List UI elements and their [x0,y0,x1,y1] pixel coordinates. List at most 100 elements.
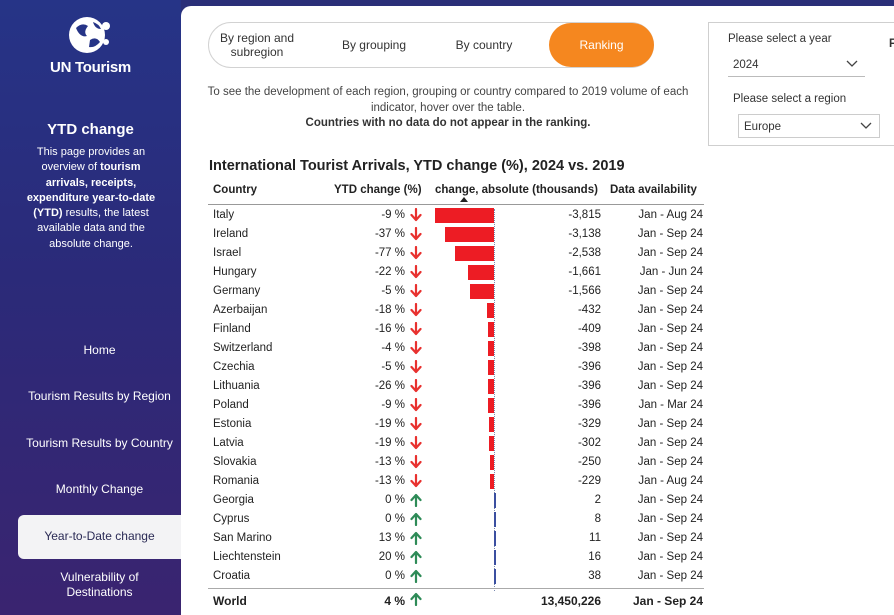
view-tabs: By region and subregion By grouping By cou… [208,22,654,68]
row-abs-change: 11 [589,532,601,544]
row-change-bar [494,512,496,527]
row-country: Croatia [213,570,251,582]
description-part: results, the latest available data and t… [37,207,149,250]
header-abs[interactable]: change, absolute (thousands) [435,184,598,196]
table-row[interactable]: Lithuania -26 % -396 Jan - Sep 24 [208,377,704,396]
row-change-bar [487,379,494,394]
table-row[interactable]: Finland -16 % -409 Jan - Sep 24 [208,320,704,339]
year-select[interactable]: 2024 [728,53,865,77]
row-country: Azerbaijan [213,304,268,316]
table-row[interactable]: Hungary -22 % -1,661 Jan - Jun 24 [208,263,704,282]
row-country: Germany [213,285,261,297]
description-part: This page provides an overview of [36,146,146,174]
un-tourism-logo [0,12,181,78]
region-select-value: Europe [744,121,782,133]
table-row[interactable]: Croatia 0 % 38 Jan - Sep 24 [208,567,704,586]
nav-item-monthly-change[interactable]: Monthly Change [55,482,144,496]
row-data-availability: Jan - Sep 24 [637,361,703,373]
row-data-availability: Jan - Sep 24 [637,380,703,392]
total-ytd: 4 % [384,594,405,608]
down-arrow-icon [409,283,423,301]
header-ytd[interactable]: YTD change (%) [334,184,422,196]
sort-ascending-icon[interactable] [460,197,468,202]
table-row[interactable]: Israel -77 % -2,538 Jan - Sep 24 [208,244,704,263]
table-row[interactable]: Latvia -19 % -302 Jan - Sep 24 [208,434,704,453]
chevron-down-icon [845,55,859,79]
table-row[interactable]: Liechtenstein 20 % 16 Jan - Sep 24 [208,548,704,567]
row-country: Italy [213,209,235,221]
row-ytd-change: 0 % [385,494,405,506]
page-description: This page provides an overview of touris… [22,145,160,252]
total-country: World [213,594,247,608]
up-arrow-icon [409,531,423,548]
row-country: Latvia [213,437,244,449]
header-availability[interactable]: Data availability [610,184,697,196]
table-row[interactable]: Switzerland -4 % -398 Jan - Sep 24 [208,339,704,358]
row-country: Ireland [213,228,249,240]
down-arrow-icon [409,435,423,453]
table-row[interactable]: Romania -13 % -229 Jan - Aug 24 [208,472,704,491]
nav-item-tourism-results-by-region[interactable]: Tourism Results by Region [28,389,171,403]
region-select[interactable]: Europe [738,114,880,138]
nav-item-vulnerability-of-destinations[interactable]: Vulnerability of Destinations [60,570,139,599]
table-header: Country YTD change (%) change, absolute … [208,182,704,205]
table-row[interactable]: San Marino 13 % 11 Jan - Sep 24 [208,529,704,548]
row-country: Finland [213,323,251,335]
nav-item-year-to-date-change[interactable]: Year-to-Date change [18,515,181,559]
row-ytd-change: -77 % [374,247,405,259]
row-ytd-change: -19 % [374,437,405,449]
row-abs-change: 38 [588,570,601,582]
row-ytd-change: -37 % [374,228,405,240]
total-abs: 13,450,226 [540,594,601,608]
down-arrow-icon [409,207,423,225]
row-country: San Marino [213,532,272,544]
row-abs-change: -2,538 [568,247,601,259]
row-abs-change: -396 [577,380,601,392]
tab-by-region-and-subregion[interactable]: By region and subregion [219,31,295,59]
total-row: World 4 % 13,450,226 Jan - Sep 24 [208,588,704,610]
row-change-bar [490,474,494,489]
row-data-availability: Jan - Sep 24 [637,304,703,316]
row-change-bar [487,303,494,318]
row-country: Cyprus [213,513,250,525]
row-data-availability: Jan - Sep 24 [637,228,703,240]
header-country[interactable]: Country [213,184,258,196]
down-arrow-icon [409,340,423,358]
table-row[interactable]: Italy -9 % -3,815 Jan - Aug 24 [208,206,704,225]
row-change-bar [494,550,496,565]
table-row[interactable]: Cyprus 0 % 8 Jan - Sep 24 [208,510,704,529]
row-ytd-change: 13 % [378,532,405,544]
table-row[interactable]: Ireland -37 % -3,138 Jan - Sep 24 [208,225,704,244]
row-country: Switzerland [213,342,273,354]
down-arrow-icon [409,359,423,377]
row-change-bar [489,436,494,451]
table-row[interactable]: Georgia 0 % 2 Jan - Sep 24 [208,491,704,510]
row-change-bar [490,455,494,470]
row-ytd-change: -9 % [381,399,405,411]
row-data-availability: Jan - Sep 24 [637,247,703,259]
nav-item-tourism-results-by-country[interactable]: Tourism Results by Country [26,436,173,450]
row-change-bar [445,227,494,242]
table-row[interactable]: Slovakia -13 % -250 Jan - Sep 24 [208,453,704,472]
nav-item-home[interactable]: Home [83,343,116,357]
row-country: Czechia [213,361,255,373]
up-arrow-icon [409,512,423,529]
table-row[interactable]: Azerbaijan -18 % -432 Jan - Sep 24 [208,301,704,320]
table-row[interactable]: Poland -9 % -396 Jan - Mar 24 [208,396,704,415]
down-arrow-icon [409,378,423,396]
up-arrow-icon [409,550,423,567]
table-row[interactable]: Estonia -19 % -329 Jan - Sep 24 [208,415,704,434]
row-abs-change: -396 [577,361,601,373]
row-abs-change: -1,566 [568,285,601,297]
tab-by-grouping[interactable]: By grouping [341,38,407,52]
row-abs-change: -3,815 [568,209,601,221]
tab-ranking[interactable]: Ranking [549,23,654,67]
year-filter-label: Please select a year [728,33,832,45]
table-body: Italy -9 % -3,815 Jan - Aug 24 Ireland -37 % -… [208,206,704,586]
row-data-availability: Jan - Sep 24 [637,418,703,430]
row-change-bar [487,322,494,337]
tab-by-country[interactable]: By country [455,38,513,52]
table-row[interactable]: Czechia -5 % -396 Jan - Sep 24 [208,358,704,377]
table-row[interactable]: Germany -5 % -1,566 Jan - Sep 24 [208,282,704,301]
down-arrow-icon [409,245,423,263]
